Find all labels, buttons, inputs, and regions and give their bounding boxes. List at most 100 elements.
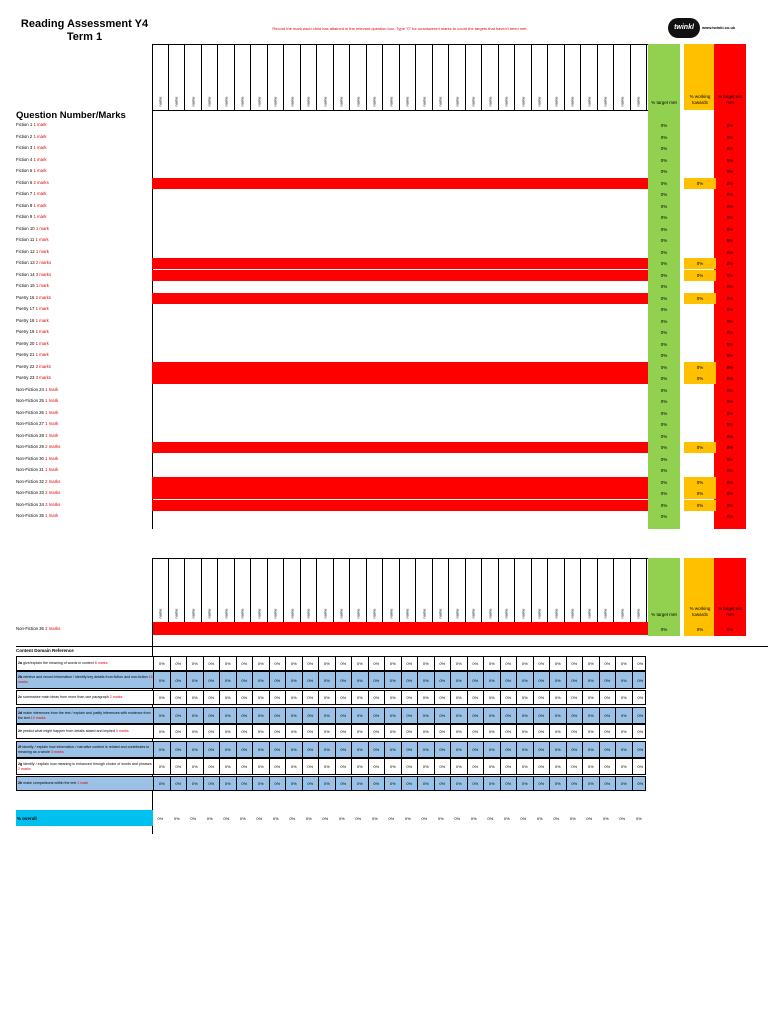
name-placeholder: name — [239, 96, 245, 107]
name-column-header[interactable]: name — [268, 44, 284, 110]
content-domain-code: 2c — [18, 695, 23, 699]
content-domain-pct-cell: 0% — [417, 672, 434, 688]
question-name: Fiction 11 — [16, 237, 36, 242]
name-column-header[interactable]: name — [202, 558, 218, 622]
name-column-header[interactable]: name — [515, 558, 532, 622]
name-column-header[interactable]: name — [499, 558, 515, 622]
name-column-header[interactable]: name — [581, 558, 598, 622]
content-domain-pct-cell: 0% — [417, 708, 434, 723]
name-column-header[interactable]: name — [614, 44, 631, 110]
name-column-header[interactable]: name — [218, 558, 235, 622]
name-column-header[interactable]: name — [548, 44, 565, 110]
content-domain-pct-cell: 0% — [169, 725, 187, 738]
content-domain-label: 2e predict what might happen from detail… — [17, 725, 154, 738]
name-column-header[interactable]: name — [532, 44, 548, 110]
target-not-met-value: 0% — [726, 249, 734, 255]
question-name: Non-Fiction 26 — [16, 409, 46, 415]
content-domain-pct-cell: 0% — [186, 777, 203, 790]
name-column-header[interactable]: name — [251, 558, 268, 622]
content-domain-pct-cell: 0% — [532, 777, 550, 790]
name-column-header[interactable]: name — [598, 44, 614, 110]
name-column-header[interactable]: name — [284, 558, 301, 622]
content-domain-pct-cell: 0% — [202, 657, 220, 670]
content-domain-marks: 3 marks — [50, 749, 64, 754]
name-column-header[interactable]: name — [185, 558, 202, 622]
name-column-header[interactable]: name — [631, 44, 647, 110]
working-towards-cell-bg — [684, 499, 716, 511]
name-column-header[interactable]: name — [449, 558, 466, 622]
content-domain-pct-cell: 0% — [615, 708, 632, 723]
content-domain-marks: 2 marks — [109, 695, 123, 699]
name-column-header[interactable]: name — [350, 558, 367, 622]
name-column-header[interactable]: name — [301, 44, 317, 110]
overall-pct-cell: 0% — [553, 815, 560, 821]
name-column-header[interactable]: name — [152, 44, 169, 110]
name-column-header[interactable]: name — [433, 558, 449, 622]
name-column-header[interactable]: name — [548, 558, 565, 622]
name-column-header[interactable]: name — [284, 44, 301, 110]
content-domain-text: 2e predict what might happen from detail… — [18, 729, 129, 734]
content-domain-pct-cell: 0% — [169, 742, 187, 757]
content-domain-pct-cell: 0% — [318, 657, 335, 670]
multi-mark-row-bar — [152, 373, 648, 384]
name-column-header[interactable]: name — [202, 44, 218, 110]
name-column-header[interactable]: name — [350, 44, 367, 110]
name-column-header[interactable]: name — [598, 558, 614, 622]
name-placeholder: name — [520, 96, 526, 107]
name-column-header[interactable]: name — [334, 44, 350, 110]
content-domain-pct-cell: 0% — [417, 742, 434, 757]
content-domain-pct-cell: 0% — [384, 777, 401, 790]
name-column-header[interactable]: name — [466, 558, 482, 622]
name-column-header[interactable]: name — [400, 44, 416, 110]
name-column-header[interactable]: name — [301, 558, 317, 622]
name-column-header[interactable]: name — [565, 44, 581, 110]
name-column-header[interactable]: name — [268, 558, 284, 622]
overall-pct-cell: 0% — [404, 815, 411, 821]
name-placeholder: name — [454, 96, 460, 107]
name-column-header[interactable]: name — [251, 44, 268, 110]
name-column-header[interactable]: name — [383, 44, 400, 110]
name-column-header[interactable]: name — [565, 558, 581, 622]
name-column-header[interactable]: name — [532, 558, 548, 622]
question-label: Fiction 12 1 mark — [16, 249, 49, 254]
name-column-header[interactable]: name — [499, 44, 515, 110]
target-not-met-value: 0% — [726, 226, 734, 232]
name-column-header[interactable]: name — [185, 44, 202, 110]
name-column-header[interactable]: name — [400, 558, 416, 622]
name-column-header[interactable]: name — [235, 558, 251, 622]
name-column-header[interactable]: name — [367, 558, 383, 622]
overall-pct-cell: 0% — [272, 815, 279, 821]
multi-mark-row-bar — [152, 269, 648, 281]
name-column-header[interactable]: name — [317, 558, 334, 622]
name-column-header[interactable]: name — [169, 44, 185, 110]
name-column-header[interactable]: name — [515, 44, 532, 110]
name-column-header[interactable]: name — [433, 44, 449, 110]
working-towards-cell-bg — [684, 442, 716, 453]
name-column-header[interactable]: name — [169, 558, 185, 622]
name-column-header[interactable]: name — [416, 44, 433, 110]
name-column-header[interactable]: name — [367, 44, 383, 110]
content-domain-label: 2a give/explain the meaning of words in … — [17, 657, 154, 670]
name-column-header[interactable]: name — [317, 44, 334, 110]
name-placeholder: name — [553, 96, 559, 107]
name-column-header[interactable]: name — [631, 558, 647, 622]
name-column-header[interactable]: name — [235, 44, 251, 110]
working-towards-cell-bg — [684, 258, 716, 269]
name-column-header[interactable]: name — [482, 44, 499, 110]
overall-pct-cell: 0% — [256, 815, 263, 821]
name-column-header[interactable]: name — [383, 558, 400, 622]
name-column-header[interactable]: name — [334, 558, 350, 622]
name-column-header[interactable]: name — [614, 558, 631, 622]
question-heading: Question Number/Marks — [16, 110, 126, 121]
name-column-header[interactable]: name — [152, 558, 169, 622]
question-marks: 1 mark — [45, 398, 59, 403]
name-column-header[interactable]: name — [218, 44, 235, 110]
target-met-value: 0% — [660, 307, 668, 312]
name-column-header[interactable]: name — [482, 558, 499, 622]
content-domain-row: 2f identify / explain how information / … — [16, 741, 646, 758]
name-column-header[interactable]: name — [449, 44, 466, 110]
name-column-header[interactable]: name — [416, 558, 433, 622]
name-column-header[interactable]: name — [466, 44, 482, 110]
content-domain-pct-cell: 0% — [384, 708, 401, 723]
name-column-header[interactable]: name — [581, 44, 598, 110]
